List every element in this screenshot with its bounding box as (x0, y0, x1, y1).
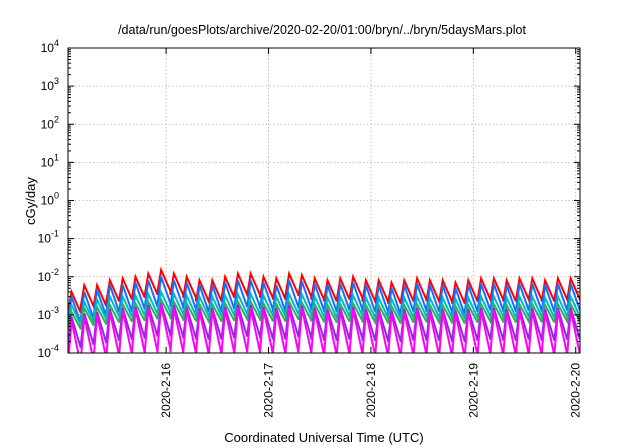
series-line-3 (68, 296, 580, 330)
y-tick-label: 10-3 (38, 305, 59, 322)
series-line-0 (68, 266, 580, 314)
axes: 10-4 10-3 10-2 10-1 100 101 102 103 104 2020-2-16… (38, 38, 583, 418)
y-tick-label: 10-1 (38, 229, 59, 246)
x-tick-label: 2020-2-20 (569, 363, 583, 418)
y-tick-label: 104 (41, 38, 59, 55)
x-tick-label: 2020-2-18 (364, 363, 378, 418)
series-line-1 (68, 276, 580, 324)
x-tick-label: 2020-2-17 (262, 363, 276, 418)
y-tick-label: 101 (41, 152, 59, 169)
y-tick-label: 10-2 (38, 267, 59, 284)
y-axis-label: cGy/day (23, 177, 38, 225)
chart-title: /data/run/goesPlots/archive/2020-02-20/0… (118, 23, 526, 37)
series-line-2 (68, 288, 580, 326)
x-axis-label: Coordinated Universal Time (UTC) (224, 430, 423, 445)
series-line-5 (68, 304, 580, 353)
y-tick-label: 103 (41, 76, 59, 93)
y-tick-label: 100 (41, 191, 59, 208)
y-tick-label: 102 (41, 114, 59, 131)
x-tick-label: 2020-2-19 (466, 363, 480, 418)
x-tick-label: 2020-2-16 (159, 363, 173, 418)
plot-series (68, 266, 580, 353)
series-line-4 (68, 303, 580, 349)
y-tick-label: 10-4 (38, 343, 59, 360)
